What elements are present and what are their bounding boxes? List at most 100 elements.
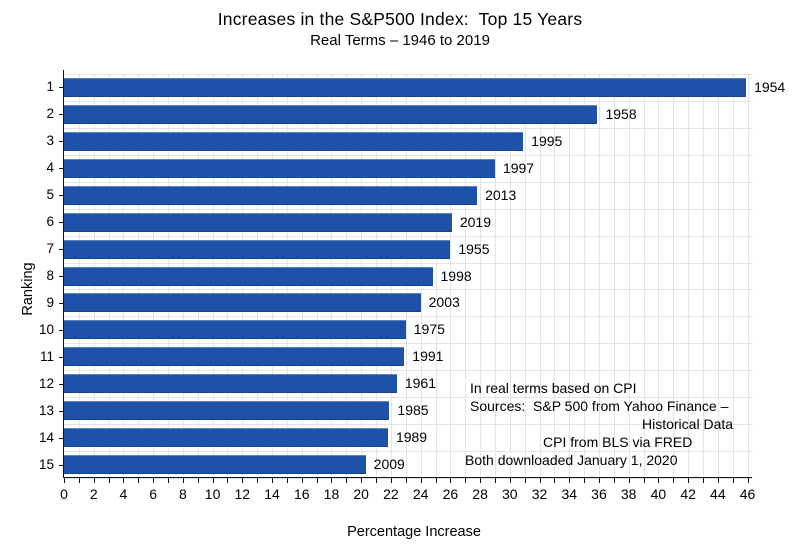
bar-year-label: 2019 bbox=[459, 213, 491, 230]
x-tick-mark bbox=[78, 478, 80, 483]
y-tick-mark bbox=[59, 195, 64, 197]
x-tick-label: 38 bbox=[620, 486, 637, 502]
gridline-horizontal bbox=[64, 181, 753, 183]
bar-year-label: 1995 bbox=[531, 132, 563, 149]
x-tick-mark bbox=[465, 478, 467, 483]
y-tick-mark bbox=[59, 383, 64, 385]
y-tick-mark bbox=[59, 114, 64, 116]
gridline-vertical bbox=[747, 74, 749, 478]
x-tick-mark bbox=[554, 478, 556, 483]
x-tick-mark bbox=[450, 478, 452, 483]
y-tick-mark bbox=[59, 276, 64, 277]
bar-rank-1 bbox=[64, 77, 747, 97]
bar-year-label: 1991 bbox=[412, 348, 444, 365]
bar-rank-2 bbox=[64, 104, 598, 124]
y-tick-mark bbox=[59, 222, 64, 224]
y-tick-mark bbox=[59, 249, 64, 251]
bar-year-label: 1958 bbox=[605, 105, 637, 122]
gridline-horizontal bbox=[64, 208, 753, 210]
x-tick-mark bbox=[138, 478, 140, 483]
y-tick-mark bbox=[59, 168, 64, 170]
gridline-vertical bbox=[554, 74, 556, 478]
x-tick-mark bbox=[346, 478, 348, 483]
y-tick-label: 9 bbox=[46, 294, 54, 310]
x-tick-mark bbox=[524, 478, 526, 483]
x-tick-label: 46 bbox=[739, 486, 756, 502]
gridline-vertical bbox=[524, 74, 526, 478]
x-tick-label: 28 bbox=[472, 486, 488, 502]
x-tick-label: 0 bbox=[60, 486, 68, 502]
y-tick-label: 8 bbox=[46, 268, 54, 283]
gridline-vertical bbox=[658, 74, 660, 478]
x-tick-label: 4 bbox=[119, 486, 128, 502]
x-tick-mark bbox=[316, 478, 318, 483]
gridline-vertical bbox=[732, 74, 734, 478]
x-tick-mark bbox=[509, 478, 511, 483]
x-tick-label: 16 bbox=[293, 486, 310, 502]
x-tick-label: 40 bbox=[650, 486, 667, 502]
gridline-vertical bbox=[673, 74, 675, 478]
x-axis-line bbox=[63, 477, 752, 479]
gridline-vertical bbox=[494, 74, 496, 478]
x-tick-mark bbox=[643, 478, 645, 483]
bar-year-label: 1955 bbox=[458, 240, 490, 257]
y-axis-line bbox=[63, 70, 65, 478]
y-tick-mark bbox=[59, 410, 64, 412]
x-tick-mark bbox=[153, 478, 155, 483]
x-tick-mark bbox=[717, 478, 719, 483]
x-tick-mark bbox=[673, 478, 675, 483]
y-tick-label: 15 bbox=[38, 456, 54, 472]
x-tick-mark bbox=[598, 478, 600, 483]
x-tick-label: 44 bbox=[710, 486, 726, 502]
source-note-line: Sources: S&P 500 from Yahoo Finance – bbox=[470, 398, 729, 414]
gridline-vertical bbox=[435, 74, 437, 478]
gridline-vertical bbox=[465, 74, 467, 478]
y-tick-mark bbox=[59, 302, 64, 304]
x-tick-mark bbox=[569, 478, 571, 483]
y-tick-mark bbox=[59, 437, 64, 439]
bar-rank-9 bbox=[64, 293, 421, 313]
bar-rank-3 bbox=[64, 131, 524, 151]
y-tick-mark bbox=[59, 464, 64, 466]
plot-area: 1954 1 1958 2 1995 3 1997 4 2013 5 2019 6 1955 7 1998 8… bbox=[39, 74, 785, 502]
x-tick-label: 8 bbox=[178, 486, 187, 502]
y-tick-label: 3 bbox=[46, 133, 54, 149]
gridline-horizontal bbox=[64, 235, 753, 237]
bar-year-label: 2013 bbox=[485, 186, 517, 203]
x-tick-label: 36 bbox=[591, 486, 607, 502]
bar-year-label: 2009 bbox=[373, 456, 405, 473]
x-tick-mark bbox=[376, 478, 378, 483]
x-tick-mark bbox=[286, 478, 288, 483]
gridline-vertical bbox=[613, 74, 615, 478]
x-tick-mark bbox=[301, 478, 303, 483]
y-tick-mark bbox=[59, 356, 64, 358]
y-tick-mark bbox=[59, 87, 64, 89]
y-tick-mark bbox=[59, 141, 64, 143]
chart-subtitle: Real Terms – 1946 to 2019 bbox=[310, 32, 490, 49]
gridline-horizontal bbox=[64, 478, 753, 479]
bar-year-label: 2003 bbox=[428, 294, 460, 311]
x-tick-mark bbox=[227, 478, 229, 483]
y-tick-label: 6 bbox=[46, 214, 54, 230]
source-note-line: In real terms based on CPI bbox=[470, 380, 637, 396]
gridline-horizontal bbox=[64, 100, 753, 102]
y-tick-label: 5 bbox=[46, 187, 54, 203]
gridline-horizontal bbox=[64, 74, 753, 75]
bar-year-label: 1989 bbox=[395, 429, 428, 446]
chart-title: Increases in the S&P500 Index: Top 15 Ye… bbox=[217, 9, 583, 29]
x-tick-label: 26 bbox=[442, 486, 459, 502]
y-tick-label: 4 bbox=[46, 160, 54, 176]
x-tick-mark bbox=[613, 478, 615, 483]
source-note-line: Both downloaded January 1, 2020 bbox=[465, 452, 678, 468]
bar-rank-14 bbox=[64, 428, 388, 448]
bar-year-label: 1998 bbox=[440, 267, 472, 284]
x-tick-label: 6 bbox=[149, 486, 158, 502]
x-tick-mark bbox=[628, 478, 630, 483]
gridline-vertical bbox=[480, 74, 482, 478]
bar-rank-6 bbox=[64, 212, 452, 232]
x-tick-label: 30 bbox=[502, 486, 518, 502]
x-tick-mark bbox=[257, 478, 259, 483]
bar-year-label: 1997 bbox=[502, 159, 535, 176]
x-axis-title: Percentage Increase bbox=[347, 524, 481, 540]
